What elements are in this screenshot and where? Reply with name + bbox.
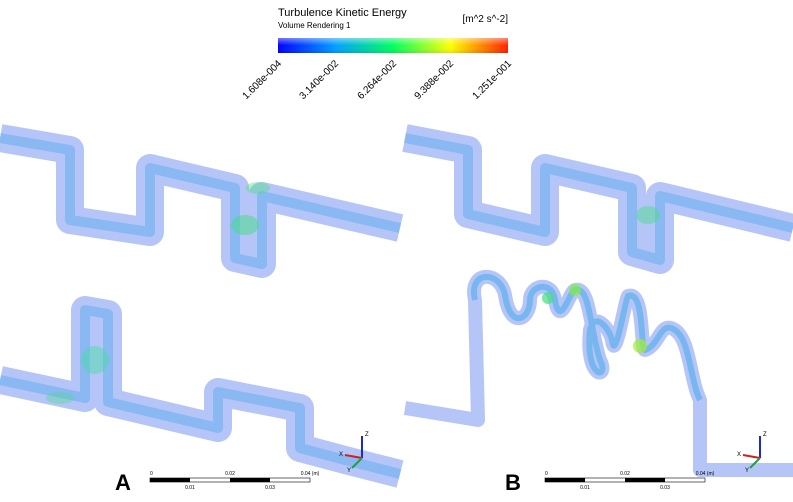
- colorbar-tick: 3.140e-002: [298, 58, 342, 102]
- hotspot: [569, 284, 581, 296]
- hotspot: [542, 292, 554, 304]
- pipe-core: [405, 138, 793, 260]
- hotspot: [636, 206, 660, 224]
- colorbar-tick: 1.251e-001: [471, 58, 515, 102]
- pipe-core: [474, 277, 700, 400]
- scale-bar: 0 0.02 0.04 (m) 0.01 0.03: [545, 471, 715, 491]
- hotspot: [81, 346, 109, 374]
- scale-label: 0.01: [580, 485, 590, 491]
- panel-label: A: [115, 470, 131, 495]
- axis-label: X: [339, 452, 343, 458]
- scale-label: 0: [545, 471, 548, 477]
- legend-title: Turbulence Kinetic Energy: [278, 7, 407, 19]
- axis-label: Z: [365, 432, 369, 438]
- hotspot: [231, 215, 259, 235]
- panel-label: B: [505, 470, 521, 495]
- axis-label: Z: [763, 432, 767, 438]
- legend-units: [m^2 s^-2]: [462, 14, 508, 25]
- figure: Turbulence Kinetic Energy Volume Renderi…: [0, 0, 793, 502]
- hotspot: [246, 182, 270, 194]
- axis-label: Y: [745, 468, 749, 474]
- scale-label: 0.04 (m): [696, 471, 715, 477]
- hotspot: [46, 392, 74, 404]
- scale-label: 0.03: [265, 485, 275, 491]
- scale-bar: 0 0.02 0.04 (m) 0.01 0.03: [150, 471, 320, 491]
- legend-subtitle: Volume Rendering 1: [278, 21, 351, 30]
- colorbar-tick: 6.264e-002: [356, 58, 400, 102]
- axis-label: X: [737, 452, 741, 458]
- panel-a: A 0 0.02 0.04 (m) 0.01 0.03 Z Y X: [0, 138, 400, 495]
- scale-label: 0.03: [660, 485, 670, 491]
- colorbar-shade: [278, 38, 508, 53]
- colorbar-tick: 1.608e-004: [241, 58, 285, 102]
- scale-label: 0.02: [225, 471, 235, 477]
- scale-label: 0: [150, 471, 153, 477]
- pipe: [0, 138, 400, 264]
- hotspot: [633, 339, 647, 353]
- scale-label: 0.02: [620, 471, 630, 477]
- panel-b: B 0 0.02 0.04 (m) 0.01 0.03 Z Y X: [405, 138, 793, 495]
- axis-label: Y: [347, 468, 351, 474]
- legend: Turbulence Kinetic Energy Volume Renderi…: [241, 7, 515, 102]
- scale-label: 0.01: [185, 485, 195, 491]
- scale-label: 0.04 (m): [301, 471, 320, 477]
- colorbar-tick: 9.388e-002: [413, 58, 457, 102]
